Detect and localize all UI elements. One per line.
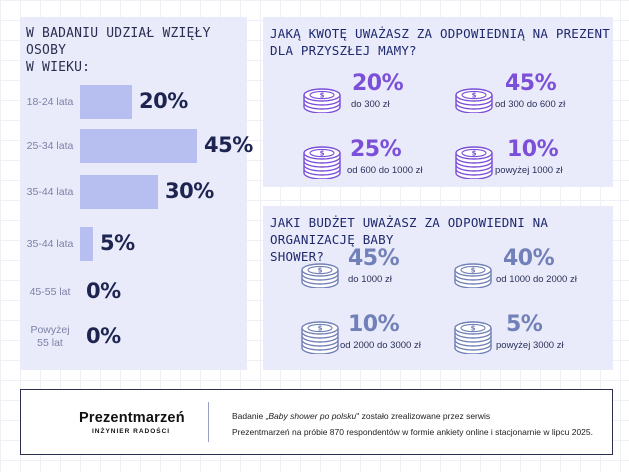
- age-bar: [80, 129, 197, 163]
- svg-text:$: $: [471, 325, 476, 333]
- coin-stack-icon: $: [454, 321, 492, 354]
- budget-range-label: do 1000 zł: [348, 274, 392, 285]
- footer-line1-post: " zostało zrealizowane przez serwis: [356, 411, 491, 421]
- age-category-label: 25-34 lata: [20, 140, 80, 153]
- budget-title-line1: JAKI BUDŻET UWAŻASZ ZA ODPOWIEDNI NA ORG…: [270, 215, 549, 247]
- budget-range-label: od 2000 do 3000 zł: [340, 340, 421, 351]
- coin-stack-icon: $: [454, 263, 492, 288]
- age-bar-value-label: 45%: [204, 133, 253, 157]
- age-category-label: 18-24 lata: [20, 96, 80, 109]
- age-bar-value-label: 5%: [100, 231, 135, 255]
- budget-panel-title: JAKI BUDŻET UWAŻASZ ZA ODPOWIEDNI NA ORG…: [270, 214, 613, 265]
- age-category-label-line: 18-24 lata: [26, 95, 74, 108]
- coin-stack-icon: $: [303, 146, 341, 179]
- logo: Prezentmarzeń: [79, 410, 185, 426]
- age-bar-value-label: 20%: [139, 89, 188, 113]
- gift-panel-title: JAKĄ KWOTĘ UWAŻASZ ZA ODPOWIEDNIĄ NA PRE…: [270, 25, 610, 59]
- gift-range-label: od 300 do 600 zł: [495, 99, 566, 110]
- age-bar-value-label: 0%: [86, 324, 121, 348]
- gift-range-label: do 300 zł: [351, 99, 390, 110]
- budget-range-label: od 1000 do 2000 zł: [496, 274, 577, 285]
- budget-percentage: 10%: [348, 312, 400, 337]
- coin-stack-icon: $: [303, 88, 341, 113]
- age-category-label: 35-44 lata: [20, 238, 80, 251]
- gift-range-label: powyżej 1000 zł: [495, 165, 563, 176]
- age-bar: [80, 227, 93, 261]
- footer-line1-pre: Badanie „: [232, 411, 269, 421]
- budget-title-line2: SHOWER?: [270, 249, 325, 264]
- gift-percentage: 25%: [350, 137, 402, 162]
- logo-tagline: INŻYNIER RADOŚCI: [92, 428, 171, 435]
- age-bar-value-label: 0%: [86, 279, 121, 303]
- svg-text:$: $: [318, 325, 323, 333]
- age-category-label: 45-55 lat: [20, 286, 80, 299]
- footer-divider: [208, 402, 209, 442]
- footer-line1-em: Baby shower po polsku: [268, 411, 357, 421]
- budget-percentage: 5%: [506, 312, 543, 337]
- footer-line-1: Badanie „Baby shower po polsku" zostało …: [232, 411, 490, 421]
- age-category-label-line: 55 lat: [37, 337, 63, 349]
- age-category-label-line: 35-44 lata: [26, 237, 74, 250]
- age-category-label: 35-44 lata: [20, 186, 80, 199]
- gift-range-label: od 600 do 1000 zł: [347, 165, 423, 176]
- coin-stack-icon: $: [455, 146, 493, 179]
- gift-percentage: 45%: [505, 71, 557, 96]
- age-panel-title: W BADANIU UDZIAŁ WZIĘŁY OSOBY W WIEKU:: [26, 25, 247, 76]
- age-panel: W BADANIU UDZIAŁ WZIĘŁY OSOBY W WIEKU: 1…: [20, 17, 253, 370]
- coin-stack-icon: $: [301, 321, 339, 354]
- gift-percentage: 20%: [352, 71, 404, 96]
- budget-range-label: powyżej 3000 zł: [496, 340, 564, 351]
- age-title-line1: W BADANIU UDZIAŁ WZIĘŁY OSOBY: [26, 26, 211, 58]
- footer-line-2: Prezentmarzeń na próbie 870 respondentów…: [232, 427, 593, 437]
- footer: Prezentmarzeń INŻYNIER RADOŚCI Badanie „…: [20, 389, 613, 455]
- budget-percentage: 40%: [503, 246, 555, 271]
- age-bar: [80, 85, 132, 119]
- budget-percentage: 45%: [348, 246, 400, 271]
- age-category-label-line: 35-44 lata: [26, 185, 74, 198]
- age-bar-value-label: 30%: [165, 179, 214, 203]
- coin-stack-icon: $: [455, 88, 493, 113]
- svg-text:$: $: [471, 267, 476, 275]
- budget-panel: JAKI BUDŻET UWAŻASZ ZA ODPOWIEDNI NA ORG…: [263, 206, 613, 370]
- age-category-label: Powyżej 55 lat: [20, 324, 80, 350]
- gift-title-line1: JAKĄ KWOTĘ UWAŻASZ ZA ODPOWIEDNIĄ NA PRE…: [270, 26, 610, 41]
- svg-text:$: $: [472, 92, 477, 100]
- svg-text:$: $: [320, 150, 325, 158]
- gift-percentage: 10%: [507, 137, 559, 162]
- age-bar: [80, 175, 158, 209]
- svg-text:$: $: [318, 267, 323, 275]
- age-category-label-line: 45-55 lat: [29, 285, 71, 298]
- age-category-label-line: 25-34 lata: [26, 139, 74, 152]
- svg-text:$: $: [320, 92, 325, 100]
- age-category-label-line: Powyżej: [30, 324, 70, 336]
- coin-stack-icon: $: [301, 263, 339, 288]
- age-title-line2: W WIEKU:: [26, 60, 91, 75]
- gift-panel: JAKĄ KWOTĘ UWAŻASZ ZA ODPOWIEDNIĄ NA PRE…: [263, 17, 613, 187]
- svg-text:$: $: [472, 150, 477, 158]
- gift-title-line2: DLA PRZYSZŁEJ MAMY?: [270, 43, 417, 58]
